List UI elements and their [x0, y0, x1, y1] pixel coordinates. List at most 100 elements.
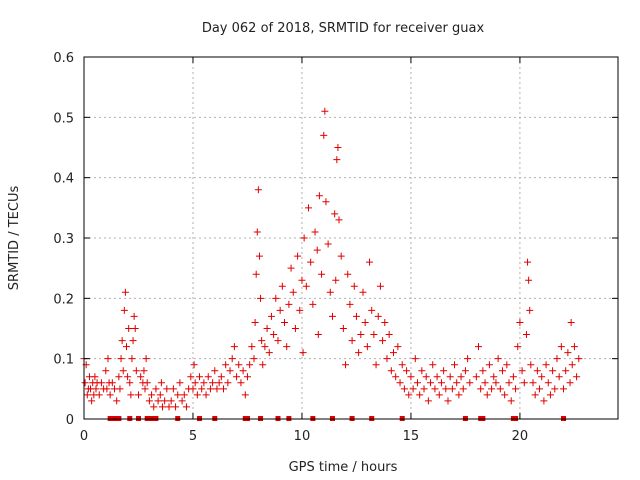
data-point [118, 337, 126, 345]
data-point [451, 361, 459, 369]
data-point [226, 367, 234, 375]
data-point [198, 385, 206, 393]
data-point [254, 186, 262, 194]
data-point [270, 331, 278, 339]
y-tick-label: 0.1 [53, 353, 74, 368]
data-point [204, 373, 212, 381]
data-point [209, 379, 217, 387]
data-point [230, 343, 238, 351]
data-point [531, 391, 539, 399]
data-point [496, 385, 504, 393]
data-point [148, 391, 156, 399]
data-point [113, 397, 121, 405]
data-point [544, 379, 552, 387]
data-point [427, 379, 435, 387]
data-point [507, 397, 515, 405]
data-point [481, 379, 489, 387]
data-point [233, 373, 241, 381]
data-point [265, 349, 273, 357]
data-point [509, 373, 517, 381]
data-point [278, 282, 286, 290]
data-point [346, 300, 354, 308]
data-point [263, 325, 271, 332]
data-point [253, 228, 261, 236]
data-point [488, 385, 496, 393]
data-point [457, 373, 465, 381]
data-point [337, 252, 345, 260]
data-point [448, 385, 456, 393]
data-point [335, 216, 343, 224]
data-point [83, 391, 91, 399]
data-point [178, 397, 186, 405]
data-point [257, 294, 265, 302]
data-point [258, 337, 266, 345]
data-point [180, 391, 188, 399]
data-point [344, 270, 352, 278]
data-point [187, 373, 195, 381]
data-point [156, 391, 164, 399]
data-point [95, 391, 103, 399]
data-point [334, 144, 342, 151]
data-point [189, 385, 197, 393]
data-point [568, 361, 576, 369]
data-point [485, 361, 493, 369]
data-point [150, 403, 158, 411]
data-point [533, 367, 541, 375]
data-point [359, 288, 367, 296]
data-point [165, 403, 173, 411]
data-point [272, 294, 280, 302]
data-point [320, 131, 328, 139]
data-point [131, 325, 139, 332]
data-point [416, 391, 424, 399]
data-point [191, 379, 199, 387]
data-point [366, 258, 374, 266]
data-point [546, 391, 554, 399]
data-point [285, 300, 293, 308]
data-point [516, 318, 524, 326]
data-point [512, 385, 520, 393]
data-point [503, 361, 511, 369]
data-point [376, 282, 384, 290]
data-point [103, 385, 111, 393]
data-point [196, 373, 204, 381]
data-point [350, 282, 358, 290]
data-point [294, 252, 302, 260]
data-point [566, 379, 574, 387]
data-point [403, 367, 411, 375]
data-point [106, 391, 114, 399]
axis-ticks: 0 0.1 0.2 0.3 0.4 0.5 0.6 0 5 10 15 20 [53, 51, 618, 444]
grid-layer [84, 57, 618, 419]
data-point [357, 331, 365, 339]
data-point [440, 367, 448, 375]
data-point [390, 349, 398, 357]
data-point [140, 367, 148, 375]
data-point [172, 403, 180, 411]
data-point [522, 331, 530, 339]
data-point [387, 367, 395, 375]
data-point [224, 379, 232, 387]
data-point [304, 204, 312, 212]
data-point [117, 355, 125, 363]
data-point [129, 337, 137, 345]
data-point [464, 355, 472, 363]
data-point [383, 355, 391, 363]
data-point [239, 367, 247, 375]
data-point [88, 397, 96, 405]
data-point [398, 361, 406, 369]
data-point [309, 300, 317, 308]
data-point [119, 367, 127, 375]
data-point [422, 373, 430, 381]
data-point [255, 252, 263, 260]
data-point [551, 385, 559, 393]
data-point [97, 379, 105, 387]
data-point [302, 282, 310, 290]
data-point [121, 288, 129, 296]
data-point [267, 312, 275, 320]
data-point [363, 343, 371, 351]
data-point [429, 361, 437, 369]
data-point [420, 385, 428, 393]
chart-title: Day 062 of 2018, SRMTID for receiver gua… [202, 21, 485, 36]
data-point [411, 355, 419, 363]
data-point [182, 403, 190, 411]
data-point [562, 367, 570, 375]
